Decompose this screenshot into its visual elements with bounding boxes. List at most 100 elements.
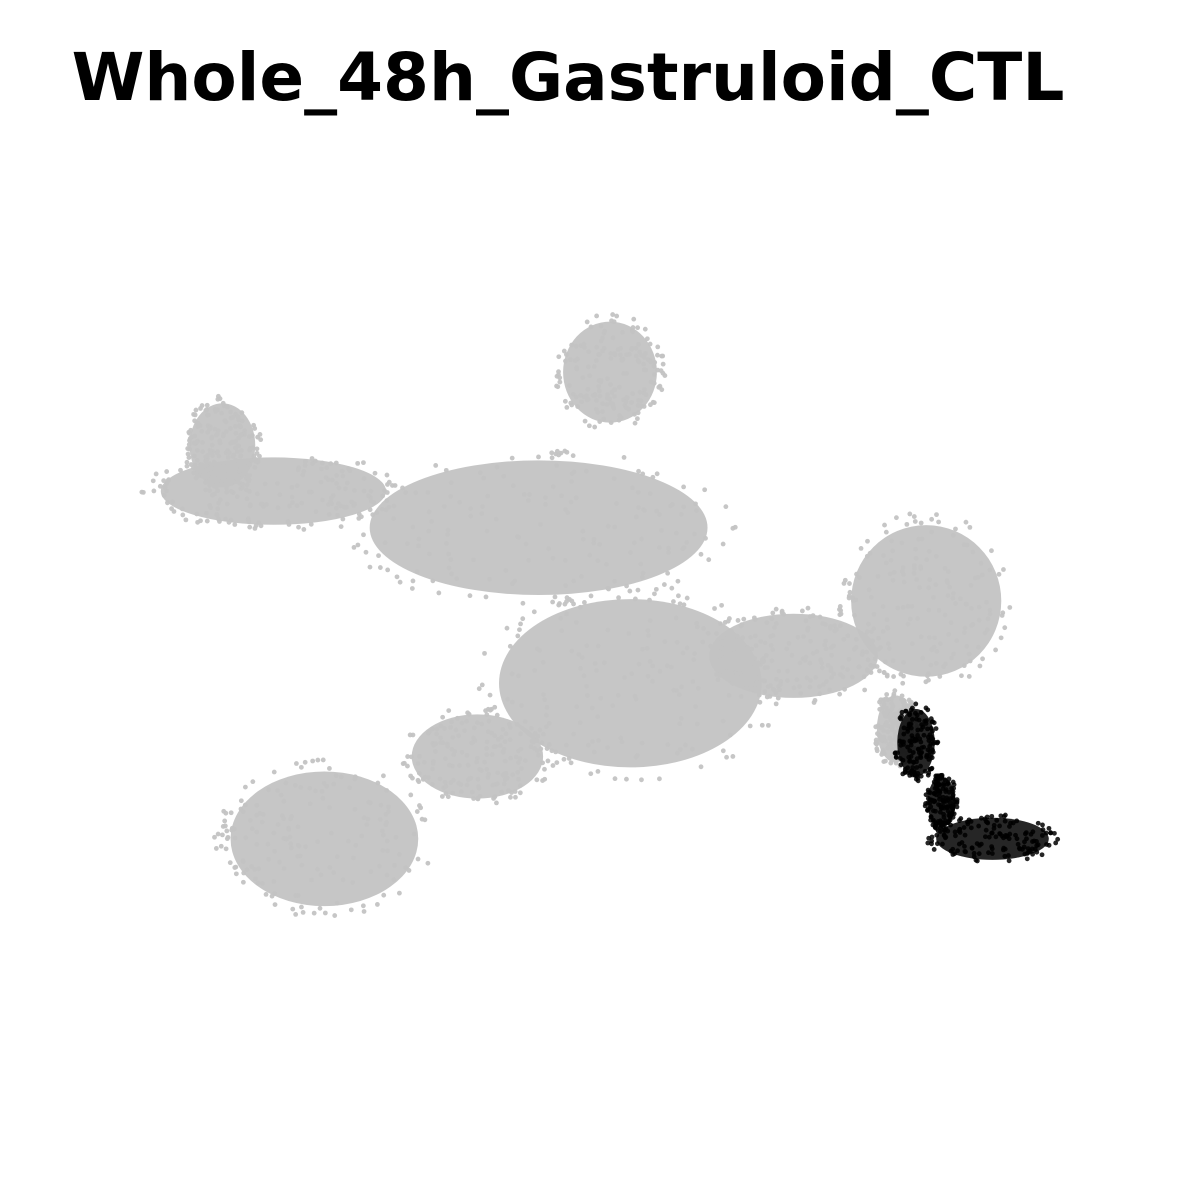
background-point bbox=[275, 505, 281, 511]
background-point bbox=[543, 501, 548, 507]
background-point bbox=[581, 341, 587, 347]
background-point bbox=[502, 777, 508, 783]
background-point bbox=[887, 571, 893, 577]
background-point bbox=[640, 471, 646, 477]
background-cluster-6 bbox=[851, 525, 1002, 677]
background-point bbox=[881, 553, 886, 558]
background-point bbox=[185, 451, 191, 457]
highlight-point bbox=[963, 849, 969, 855]
background-point bbox=[352, 806, 358, 812]
background-point bbox=[234, 449, 240, 454]
background-point bbox=[445, 532, 451, 537]
background-point bbox=[592, 392, 598, 398]
background-point bbox=[244, 482, 250, 488]
background-point bbox=[178, 467, 183, 473]
background-point bbox=[180, 512, 186, 518]
background-point bbox=[945, 593, 951, 598]
background-point bbox=[617, 352, 623, 358]
background-point bbox=[301, 527, 307, 532]
background-point bbox=[384, 872, 390, 878]
background-point bbox=[961, 663, 967, 669]
background-point bbox=[334, 854, 340, 860]
background-point bbox=[694, 721, 700, 727]
background-point bbox=[900, 680, 906, 686]
background-point bbox=[414, 569, 420, 575]
background-point bbox=[310, 758, 316, 764]
highlight-point bbox=[918, 710, 924, 715]
background-point bbox=[723, 504, 729, 510]
background-point bbox=[773, 606, 779, 612]
highlight-point bbox=[946, 776, 952, 782]
background-point bbox=[888, 717, 894, 723]
background-point bbox=[738, 623, 744, 629]
background-point bbox=[644, 336, 650, 342]
background-point bbox=[207, 502, 213, 508]
background-point bbox=[584, 683, 590, 689]
highlight-point bbox=[935, 739, 941, 745]
background-point bbox=[499, 734, 504, 740]
background-point bbox=[302, 463, 308, 468]
background-point bbox=[283, 780, 289, 786]
background-point bbox=[885, 708, 891, 714]
background-point bbox=[719, 639, 725, 645]
background-point bbox=[344, 504, 349, 510]
highlight-point bbox=[1046, 825, 1052, 831]
background-point bbox=[500, 726, 506, 732]
background-point bbox=[651, 363, 657, 369]
background-point bbox=[355, 542, 361, 548]
background-point bbox=[791, 685, 797, 691]
background-point bbox=[865, 657, 871, 663]
background-point bbox=[554, 383, 559, 389]
background-point bbox=[582, 418, 588, 424]
background-point bbox=[195, 473, 201, 479]
background-point bbox=[203, 458, 209, 464]
background-point bbox=[287, 834, 293, 840]
background-point bbox=[426, 509, 432, 515]
background-point bbox=[507, 643, 513, 649]
background-point bbox=[925, 673, 930, 679]
highlight-point bbox=[1053, 840, 1059, 846]
background-point bbox=[255, 434, 261, 440]
background-point bbox=[577, 604, 583, 610]
background-point bbox=[726, 616, 732, 621]
background-point bbox=[612, 524, 618, 530]
background-point bbox=[298, 785, 304, 790]
background-point bbox=[300, 909, 306, 915]
background-point bbox=[508, 794, 513, 800]
background-point bbox=[215, 488, 221, 494]
background-point bbox=[252, 465, 258, 470]
background-point bbox=[770, 647, 776, 653]
background-point bbox=[258, 501, 264, 507]
background-point bbox=[979, 572, 985, 578]
background-point bbox=[814, 649, 820, 654]
background-point bbox=[976, 644, 981, 650]
background-point bbox=[674, 750, 680, 756]
background-point bbox=[883, 713, 888, 719]
background-point bbox=[295, 853, 301, 859]
highlight-point bbox=[982, 816, 988, 822]
background-point bbox=[537, 647, 542, 653]
background-point bbox=[150, 478, 156, 484]
background-point bbox=[258, 523, 264, 529]
background-point bbox=[544, 746, 550, 751]
background-point bbox=[381, 832, 386, 838]
background-point bbox=[464, 718, 470, 724]
highlight-point bbox=[1013, 832, 1018, 838]
background-point bbox=[933, 660, 939, 666]
background-point bbox=[608, 355, 614, 361]
background-point bbox=[639, 574, 645, 580]
background-point bbox=[604, 402, 610, 407]
background-point bbox=[416, 779, 422, 785]
background-point bbox=[550, 484, 556, 490]
background-point bbox=[630, 391, 636, 397]
background-point bbox=[926, 548, 932, 554]
background-point bbox=[161, 492, 167, 498]
background-point bbox=[754, 680, 760, 685]
background-point bbox=[187, 446, 193, 452]
background-point bbox=[328, 499, 333, 505]
background-point bbox=[827, 687, 832, 693]
background-point bbox=[546, 741, 552, 747]
background-point bbox=[403, 865, 408, 871]
background-point bbox=[944, 578, 950, 583]
background-point bbox=[883, 738, 888, 744]
